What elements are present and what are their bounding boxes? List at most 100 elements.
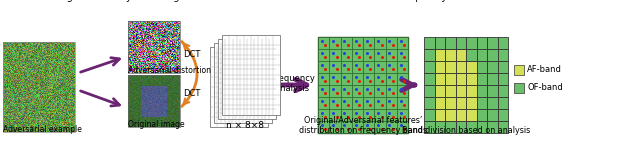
Bar [487,73,497,85]
Bar [352,61,363,73]
Bar [466,85,477,97]
Bar [477,37,487,49]
Bar [477,121,487,133]
Bar [456,109,466,121]
Bar [497,37,508,49]
Bar [374,61,385,73]
Bar [363,37,374,49]
Bar [128,21,180,73]
Bar [477,85,487,97]
Bar [352,109,363,121]
Bar [329,61,340,73]
Bar [374,121,385,133]
Bar [318,37,408,133]
Bar [424,49,435,61]
Bar [466,73,477,85]
Bar [466,121,477,133]
Bar [340,61,352,73]
Bar [329,73,340,85]
Bar [374,37,385,49]
Bar [374,97,385,109]
Bar [363,109,374,121]
Bar [487,61,497,73]
Bar [424,109,435,121]
Bar [329,37,340,49]
Bar [3,42,75,132]
Bar [385,109,397,121]
Bar [329,121,340,133]
Text: DCT: DCT [183,50,200,59]
Bar [445,97,456,109]
Bar [363,85,374,97]
Bar [340,37,352,49]
Bar [435,121,445,133]
Bar [466,97,477,109]
Bar [424,97,435,109]
Bar [374,109,385,121]
Bar [363,121,374,133]
Bar [385,85,397,97]
Bar [477,97,487,109]
Bar [397,37,408,49]
Bar [363,73,374,85]
Bar [445,49,456,61]
Bar [318,85,329,97]
Bar [352,85,363,97]
Bar [514,83,524,93]
Bar [318,97,329,109]
Bar [456,49,466,61]
Text: Original/Adversarial features’
distribution on frequency bands: Original/Adversarial features’ distribut… [299,116,427,135]
Bar [477,61,487,73]
Bar [497,97,508,109]
Bar [340,109,352,121]
Bar [222,35,280,115]
Bar [487,121,497,133]
Bar [497,121,508,133]
Bar [374,85,385,97]
Bar [445,61,456,73]
Bar [424,121,435,133]
Bar [340,73,352,85]
Bar [456,121,466,133]
Bar [424,85,435,97]
Bar [340,49,352,61]
Bar [477,73,487,85]
Bar [397,85,408,97]
Bar [435,61,445,73]
Text: OF-band: OF-band [527,84,563,93]
Bar [456,97,466,109]
Bar [385,61,397,73]
Bar [466,49,477,61]
Bar [466,61,477,73]
Bar [397,121,408,133]
Bar [352,121,363,133]
Bar [397,73,408,85]
Bar [318,73,329,85]
Bar [497,73,508,85]
Bar [210,47,268,127]
Bar [329,49,340,61]
Bar [374,49,385,61]
Bar [456,37,466,49]
Bar [318,61,329,73]
Bar [497,85,508,97]
Bar [340,85,352,97]
Bar [340,121,352,133]
Bar [497,61,508,73]
Bar [397,49,408,61]
Bar [385,37,397,49]
Bar [218,39,276,119]
Bar [397,109,408,121]
Bar [318,37,329,49]
Bar [435,97,445,109]
Bar [214,43,272,123]
Bar [445,121,456,133]
Bar [445,37,456,49]
Bar [435,85,445,97]
Bar [385,121,397,133]
Bar [397,61,408,73]
Text: AF-band: AF-band [527,66,562,75]
Bar [374,73,385,85]
Bar [128,75,180,127]
Bar [424,61,435,73]
